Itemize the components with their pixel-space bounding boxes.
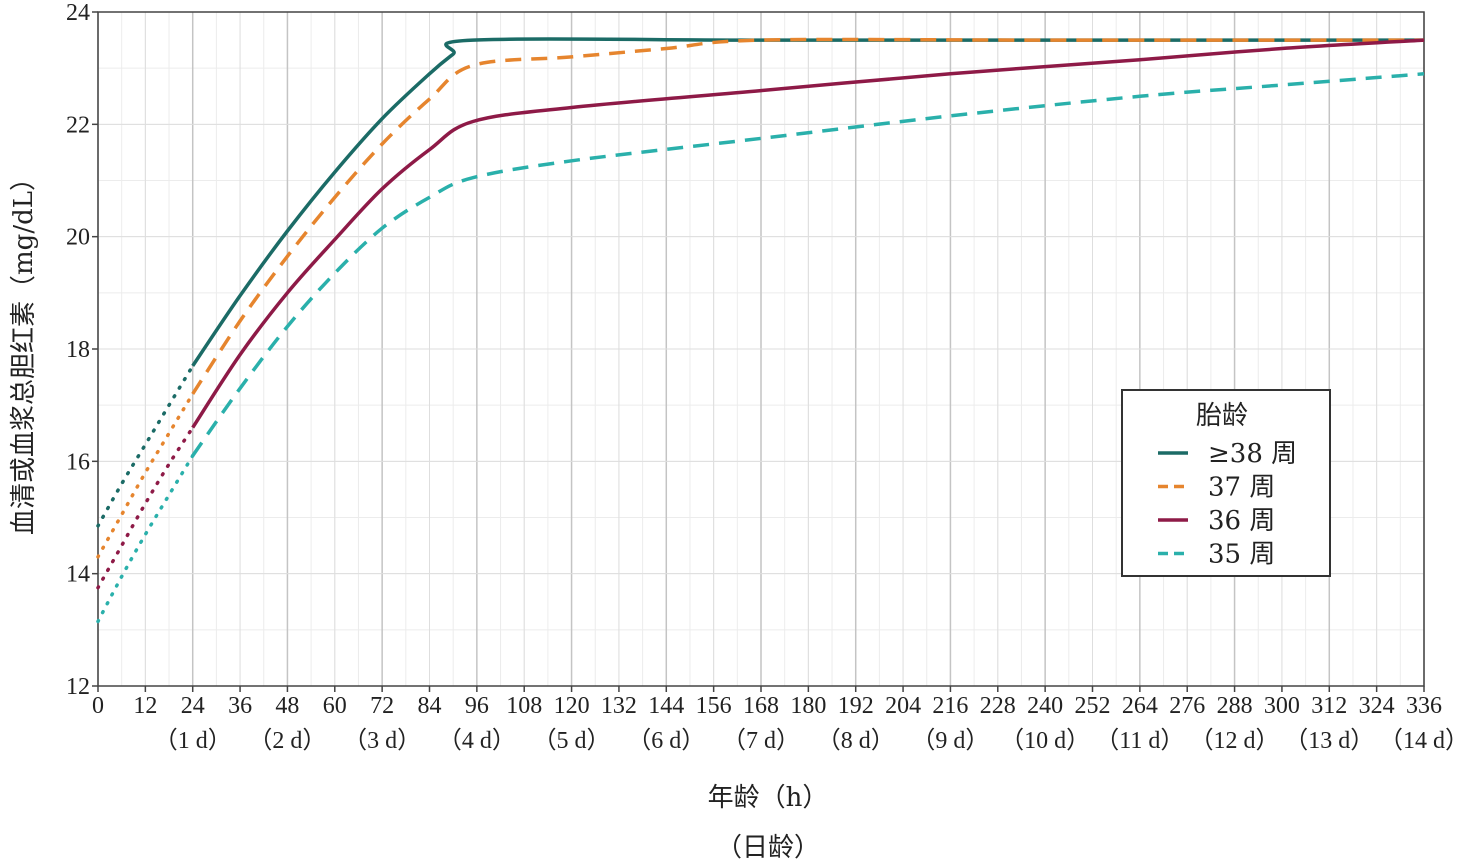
legend-box [1121, 389, 1331, 577]
x-axis-title: 年龄（h） [708, 783, 829, 813]
day-tick-label: （14 d） [1379, 728, 1464, 754]
x-tick-label: 336 [1406, 693, 1442, 719]
y-tick-label: 14 [66, 562, 90, 588]
series-line-3 [191, 72, 1425, 457]
x-tick-label: 168 [743, 693, 779, 719]
x-tick-label: 132 [601, 693, 637, 719]
legend-title: 胎龄 [1196, 401, 1248, 431]
y-axis-title: 血清或血浆总胆红素（mg/dL） [9, 165, 39, 535]
y-tick-label: 16 [66, 449, 90, 475]
day-tick-label: （3 d） [343, 728, 421, 754]
legend-label: 35 周 [1208, 540, 1275, 570]
series-lines [96, 37, 1425, 624]
day-tick-label: （2 d） [248, 728, 326, 754]
y-tick-label: 24 [66, 0, 90, 26]
x-tick-label: 84 [418, 693, 442, 719]
day-tick-label: （9 d） [911, 728, 989, 754]
x-tick-label: 144 [648, 693, 684, 719]
x-tick-label: 276 [1169, 693, 1205, 719]
x-tick-label: 24 [181, 693, 205, 719]
x-tick-label: 108 [506, 693, 542, 719]
legend-label: ≥38 周 [1208, 439, 1297, 469]
legend-items: ≥38 周 37 周36 周 35 周 [1158, 439, 1297, 570]
series-line-1 [191, 37, 1424, 395]
x-tick-label: 120 [554, 693, 590, 719]
y-tick-label: 12 [66, 674, 90, 700]
x-tick-label: 252 [1075, 693, 1111, 719]
x-tick-label: 96 [465, 693, 489, 719]
series-line-0 [191, 37, 1424, 367]
day-tick-label: （8 d） [817, 728, 895, 754]
x-tick-label: 60 [323, 693, 347, 719]
series-line-2 [191, 38, 1425, 429]
legend-label: 36 周 [1208, 506, 1275, 536]
day-tick-label: （11 d） [1095, 728, 1184, 754]
x-tick-label: 288 [1217, 693, 1253, 719]
x-tick-label: 156 [696, 693, 732, 719]
x-tick-label: 36 [228, 693, 252, 719]
day-tick-label: （10 d） [1000, 728, 1090, 754]
day-tick-label: （12 d） [1190, 728, 1280, 754]
x-tick-label: 312 [1311, 693, 1347, 719]
day-tick-label: （7 d） [722, 728, 800, 754]
legend-label: 37 周 [1208, 473, 1275, 503]
x-tick-label: 192 [838, 693, 874, 719]
x-tick-label: 12 [133, 693, 157, 719]
x-tick-label: 48 [275, 693, 299, 719]
x-tick-label: 0 [92, 693, 104, 719]
x-tick-label: 264 [1122, 693, 1158, 719]
x-tick-label: 72 [370, 693, 394, 719]
day-tick-label: （6 d） [627, 728, 705, 754]
tick-labels: 0 12 24 36 48 60 72 84 96 108 120 132 144 156 168 180 19… [66, 0, 1464, 754]
day-tick-label: （4 d） [438, 728, 516, 754]
y-tick-label: 22 [66, 112, 90, 138]
y-tick-label: 18 [66, 337, 90, 363]
x-tick-label: 180 [790, 693, 826, 719]
x-tick-label: 324 [1359, 693, 1395, 719]
x-tick-label: 204 [885, 693, 921, 719]
y-tick-label: 20 [66, 225, 90, 251]
x-tick-label: 216 [932, 693, 968, 719]
day-tick-label: （1 d） [154, 728, 232, 754]
day-tick-label: （13 d） [1284, 728, 1374, 754]
axes [92, 11, 1425, 692]
x-tick-label: 228 [980, 693, 1016, 719]
day-tick-label: （5 d） [533, 728, 611, 754]
grid-lines [97, 11, 1425, 687]
x-tick-label: 300 [1264, 693, 1300, 719]
legend: 胎龄 ≥38 周 37 周36 周 35 周 [1121, 389, 1331, 577]
x-axis-subtitle: （日龄） [716, 833, 820, 863]
series-line-dotted-3 [96, 453, 195, 624]
x-tick-label: 240 [1027, 693, 1063, 719]
